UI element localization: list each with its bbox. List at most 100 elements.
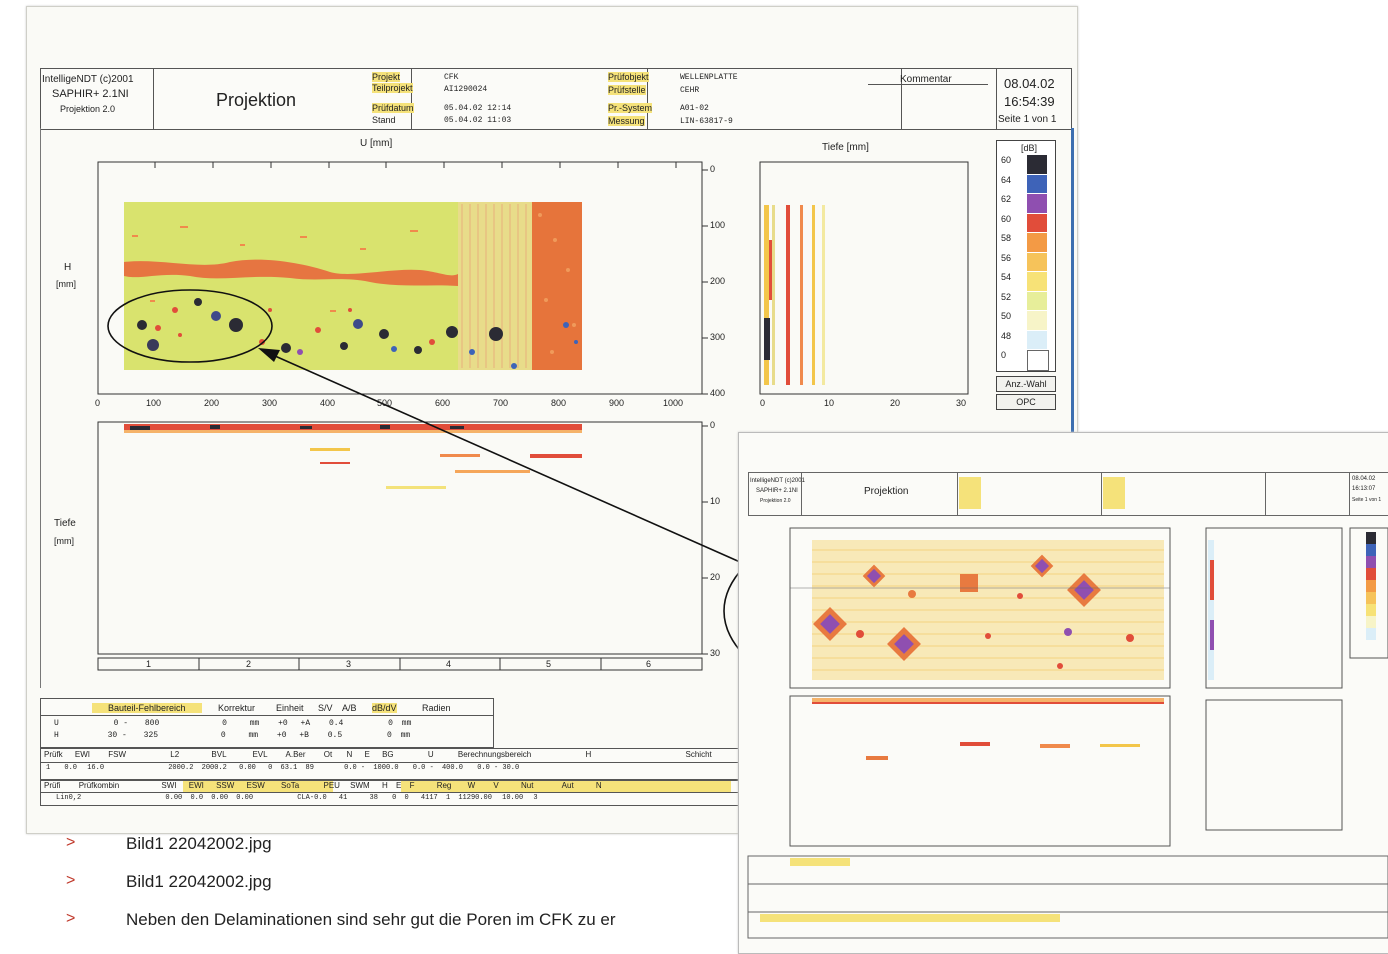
h-tick-0: 0 bbox=[710, 164, 716, 174]
value-prsystem: A01-02 bbox=[680, 104, 709, 113]
value-stand: 05.04.02 11:03 bbox=[444, 116, 512, 125]
band-label-4: 4 bbox=[446, 659, 452, 669]
label-pruefstelle: Prüfstelle bbox=[608, 85, 646, 95]
table2-row: 1 0.0 16.0 2000.2 2000.2 0.00 0 63.1 89 … bbox=[46, 764, 520, 772]
table1-header-dbdv: dB/dV bbox=[372, 703, 397, 713]
db-scale-value: 60 bbox=[1001, 213, 1012, 224]
right-side-profile-frame bbox=[1205, 527, 1343, 689]
value-projekt: CFK bbox=[444, 73, 459, 82]
x-tick-900: 900 bbox=[609, 398, 625, 408]
db-scale-swatch bbox=[1027, 252, 1047, 271]
db-scale-value: 58 bbox=[1001, 233, 1012, 243]
x-tick-100: 100 bbox=[146, 398, 162, 408]
band-label-2: 2 bbox=[246, 659, 252, 669]
table1-header-einheit: Einheit bbox=[276, 703, 304, 713]
right-bscan-frame bbox=[789, 695, 1171, 847]
db-scale-swatch bbox=[1027, 213, 1047, 232]
label-stand: Stand bbox=[372, 115, 396, 125]
depth-tick-20: 20 bbox=[710, 572, 721, 582]
left-report-header bbox=[40, 68, 1072, 130]
right-header-date: 08.04.02 bbox=[1352, 476, 1376, 482]
db-scale-swatch bbox=[1027, 350, 1049, 371]
right-color-scale bbox=[1349, 527, 1388, 659]
delamination-band bbox=[124, 259, 458, 286]
x-tick-0: 0 bbox=[95, 398, 101, 408]
connector-arrow-head bbox=[258, 348, 280, 362]
db-scale-value: 48 bbox=[1001, 330, 1012, 341]
depth-tick-30: 30 bbox=[710, 648, 721, 658]
db-scale-value: 54 bbox=[1001, 272, 1012, 282]
u-axis-label: U [mm] bbox=[360, 138, 393, 149]
header-time: 16:54:39 bbox=[1004, 94, 1055, 109]
delamination-speckle bbox=[132, 226, 418, 312]
h-tick-200: 200 bbox=[710, 276, 726, 286]
pores bbox=[137, 298, 578, 369]
db-scale-swatch bbox=[1027, 311, 1047, 330]
x-tick-1000: 1000 bbox=[663, 398, 684, 408]
db-scale-value: 0 bbox=[1001, 350, 1007, 360]
db-scale-value: 50 bbox=[1001, 311, 1012, 321]
table1-header-ab: A/B bbox=[342, 703, 357, 713]
db-scale-swatch bbox=[1027, 272, 1047, 291]
db-scale: [dB] 60 64 62 60 58 56 54 52 50 48 0 bbox=[996, 140, 1056, 372]
cscan-edge-dots bbox=[538, 213, 576, 354]
db-scale-value: 56 bbox=[1001, 252, 1012, 263]
right-cscan-hatch bbox=[812, 549, 1164, 671]
right-header-time: 16:13:07 bbox=[1352, 486, 1376, 492]
db-scale-swatch bbox=[1027, 330, 1047, 349]
db-scale-swatch bbox=[1027, 194, 1047, 213]
right-software-line3: Projektion 2.0 bbox=[760, 498, 791, 504]
table1-header-fehlbereich: Bauteil-Fehlbereich bbox=[92, 703, 202, 713]
table1-header-radien: Radien bbox=[422, 703, 451, 713]
x-tick-200: 200 bbox=[204, 398, 220, 408]
label-prsystem: Pr.-System bbox=[608, 103, 653, 113]
db-scale-swatch bbox=[1027, 291, 1047, 310]
cscan-hatch-lines bbox=[461, 204, 527, 368]
bscan-layer-marks bbox=[310, 448, 582, 489]
bottom-table-2 bbox=[40, 748, 742, 780]
right-cscan-defects bbox=[813, 554, 1134, 669]
depth-tick-0: 0 bbox=[710, 420, 716, 430]
db-scale-swatch bbox=[1027, 174, 1047, 193]
x-tick-300: 300 bbox=[262, 398, 278, 408]
anz-wahl-button[interactable]: Anz.-Wahl bbox=[996, 376, 1056, 392]
table1-row-u: U 0 - 800 0 mm +0 +A 0.4 0 mm bbox=[54, 719, 412, 728]
kommentar-divider bbox=[868, 84, 988, 85]
right-software-line1: IntelligeNDT (c)2001 bbox=[750, 478, 805, 484]
software-name-line1: IntelligeNDT (c)2001 bbox=[42, 74, 134, 85]
value-pruefdatum: 05.04.02 12:14 bbox=[444, 104, 512, 113]
kommentar-label: Kommentar bbox=[900, 74, 952, 85]
h-axis-label-line1: H bbox=[64, 262, 72, 273]
right-report-scan bbox=[738, 432, 1388, 954]
x-tick-700: 700 bbox=[493, 398, 509, 408]
x-tick-400: 400 bbox=[320, 398, 336, 408]
db-scale-value: 64 bbox=[1001, 174, 1012, 185]
depth-tick-10: 10 bbox=[710, 496, 721, 506]
band-label-3: 3 bbox=[346, 659, 352, 669]
label-messung: Messung bbox=[608, 116, 645, 126]
value-teilprojekt: AI1290024 bbox=[444, 85, 488, 94]
opc-button[interactable]: OPC bbox=[996, 394, 1056, 410]
side-profile-title: Tiefe [mm] bbox=[822, 142, 869, 153]
cscan-right-ticks bbox=[702, 169, 708, 395]
header-date: 08.04.02 bbox=[1004, 76, 1055, 91]
left-report-body-frame bbox=[40, 128, 1074, 688]
db-scale-swatch bbox=[1027, 233, 1047, 252]
right-bottom-table bbox=[747, 855, 1388, 939]
software-name-line3: Projektion 2.0 bbox=[60, 104, 116, 114]
h-tick-100: 100 bbox=[710, 220, 726, 230]
bottom-table-3 bbox=[40, 780, 742, 806]
label-pruefdatum: Prüfdatum bbox=[372, 103, 414, 113]
side-tick-0: 0 bbox=[760, 398, 766, 408]
db-scale-unit: [dB] bbox=[1021, 143, 1038, 153]
h-tick-300: 300 bbox=[710, 332, 726, 342]
table1-header-sv: S/V bbox=[318, 703, 333, 713]
value-messung: LIN-63817-9 bbox=[680, 117, 733, 126]
band-label-1: 1 bbox=[146, 659, 152, 669]
cscan-top-ticks bbox=[154, 162, 677, 168]
cscan-edge-zone bbox=[532, 202, 582, 370]
x-tick-500: 500 bbox=[377, 398, 393, 408]
report-title: Projektion bbox=[216, 90, 297, 110]
side-profile-bars bbox=[764, 205, 825, 385]
